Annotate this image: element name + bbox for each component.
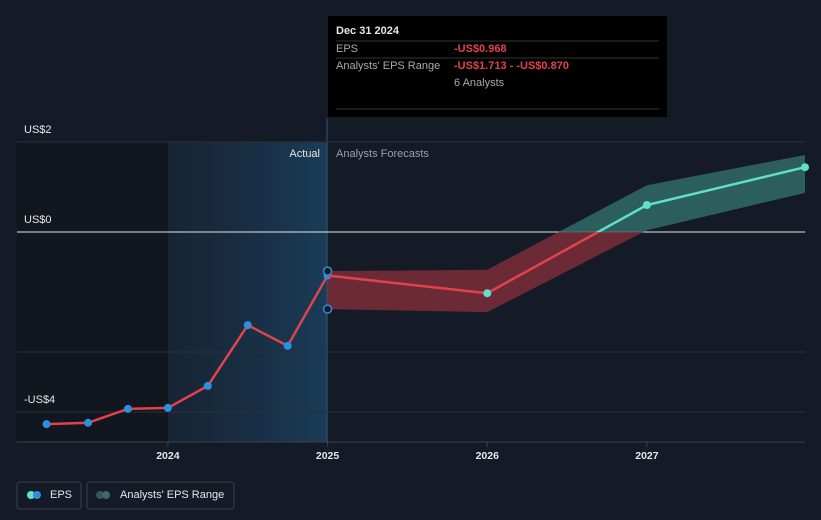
eps-range-band	[327, 155, 805, 313]
eps-point	[42, 420, 51, 429]
legend-item[interactable]	[86, 481, 235, 510]
eps-point	[283, 341, 292, 350]
legend-swatch	[96, 491, 104, 499]
tooltip-range-label: Analysts' EPS Range	[336, 60, 440, 72]
tooltip-date: Dec 31 2024	[336, 25, 400, 37]
range-high-point	[322, 266, 333, 276]
eps-point	[642, 200, 651, 209]
legend-swatch	[102, 491, 110, 499]
tooltip-eps-label: EPS	[336, 43, 358, 55]
y-tick-label: US$2	[24, 124, 52, 136]
tooltip-analysts: 6 Analysts	[454, 77, 505, 89]
eps-point	[801, 163, 809, 172]
x-tick-label: 2026	[476, 450, 500, 462]
legend-item[interactable]	[16, 481, 82, 510]
x-tick-label: 2025	[316, 450, 340, 462]
legend-swatch	[33, 491, 41, 499]
eps-point	[203, 381, 212, 390]
y-tick-label: -US$4	[24, 394, 55, 406]
x-tick-label: 2024	[156, 450, 180, 462]
eps-point	[123, 404, 132, 413]
eps-point	[243, 321, 252, 330]
past-year-region	[168, 142, 327, 442]
range-low-point	[322, 304, 333, 314]
legend-label: EPS	[50, 489, 72, 501]
x-tick-label: 2027	[635, 450, 659, 462]
eps-point	[483, 289, 492, 298]
eps-line	[46, 274, 329, 426]
eps-point	[163, 403, 172, 412]
legend: EPS Analysts' EPS Range	[16, 481, 235, 510]
old-region	[17, 142, 168, 442]
tooltip: Dec 31 2024 EPS -US$0.968 Analysts' EPS …	[328, 16, 667, 117]
eps-line	[327, 165, 806, 295]
tooltip-eps-value: -US$0.968	[454, 43, 507, 55]
tooltip-box	[328, 16, 667, 117]
legend-swatch	[27, 491, 35, 499]
legend-label: Analysts' EPS Range	[120, 489, 224, 501]
y-tick-label: US$0	[24, 214, 52, 226]
actual-label: Actual	[289, 148, 320, 160]
eps-point	[84, 418, 93, 427]
tooltip-range-value: -US$1.713 - -US$0.870	[454, 60, 569, 72]
forecast-label: Analysts Forecasts	[336, 148, 429, 160]
